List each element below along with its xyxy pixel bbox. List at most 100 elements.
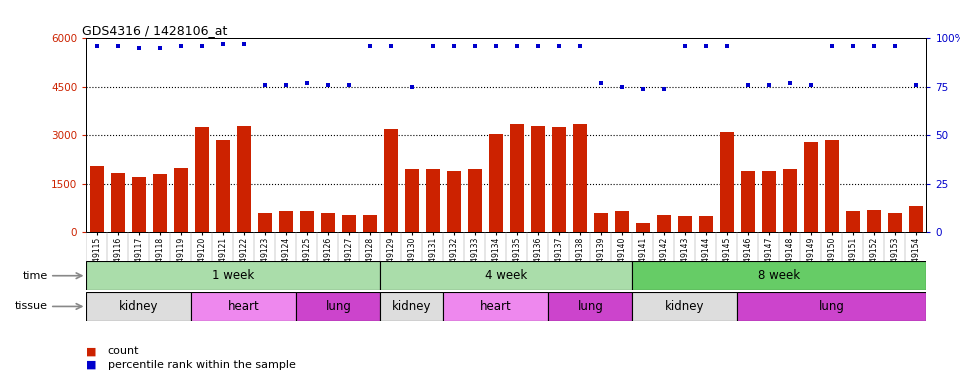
Point [132, 45, 147, 51]
Point [530, 43, 545, 49]
Text: time: time [23, 271, 48, 281]
Bar [908, 207, 924, 232]
Bar [678, 216, 692, 232]
Point [300, 80, 315, 86]
Text: kidney: kidney [119, 300, 158, 313]
Bar [384, 129, 398, 232]
Point [804, 82, 819, 88]
Text: lung: lung [325, 300, 351, 313]
Point [446, 43, 462, 49]
Text: 1 week: 1 week [212, 269, 254, 282]
Bar [720, 132, 734, 232]
Bar [195, 127, 209, 232]
Bar [552, 127, 566, 232]
Bar [425, 169, 441, 232]
Text: kidney: kidney [665, 300, 705, 313]
Point [321, 82, 336, 88]
Point [468, 43, 483, 49]
Text: ■: ■ [86, 346, 97, 356]
Bar [446, 171, 461, 232]
FancyBboxPatch shape [444, 292, 548, 321]
Point [89, 43, 105, 49]
Point [782, 80, 798, 86]
Point [257, 82, 273, 88]
FancyBboxPatch shape [380, 261, 633, 290]
Text: tissue: tissue [15, 301, 48, 311]
Point [278, 82, 294, 88]
Bar [657, 215, 671, 232]
Point [657, 86, 672, 92]
Point [425, 43, 441, 49]
Point [740, 82, 756, 88]
Point [215, 41, 230, 47]
Bar [888, 213, 902, 232]
Bar [278, 211, 293, 232]
Bar [404, 169, 420, 232]
Bar [825, 140, 839, 232]
Bar [699, 216, 713, 232]
Bar [636, 223, 650, 232]
Point [719, 43, 734, 49]
Bar [236, 126, 252, 232]
Bar [257, 213, 273, 232]
Bar [572, 124, 588, 232]
FancyBboxPatch shape [633, 261, 926, 290]
Bar [132, 177, 146, 232]
FancyBboxPatch shape [86, 292, 191, 321]
Text: lung: lung [819, 300, 845, 313]
Bar [761, 171, 777, 232]
Point [908, 82, 924, 88]
Point [341, 82, 356, 88]
Bar [174, 168, 188, 232]
FancyBboxPatch shape [737, 292, 926, 321]
Text: heart: heart [228, 300, 260, 313]
Point [509, 43, 524, 49]
Point [236, 41, 252, 47]
Text: GDS4316 / 1428106_at: GDS4316 / 1428106_at [83, 24, 228, 37]
Point [153, 45, 168, 51]
Bar [510, 124, 524, 232]
Text: ■: ■ [86, 360, 97, 370]
Point [614, 84, 630, 90]
Bar [468, 169, 482, 232]
Text: lung: lung [578, 300, 603, 313]
Bar [363, 215, 377, 232]
Point [489, 43, 504, 49]
Point [173, 43, 188, 49]
Point [551, 43, 566, 49]
Point [404, 84, 420, 90]
Text: percentile rank within the sample: percentile rank within the sample [108, 360, 296, 370]
Text: 4 week: 4 week [485, 269, 528, 282]
Text: heart: heart [480, 300, 512, 313]
Point [887, 43, 902, 49]
Bar [216, 140, 230, 232]
Bar [531, 126, 545, 232]
Text: count: count [108, 346, 139, 356]
Text: kidney: kidney [392, 300, 432, 313]
FancyBboxPatch shape [297, 292, 380, 321]
Bar [593, 213, 609, 232]
Bar [89, 166, 105, 232]
FancyBboxPatch shape [380, 292, 444, 321]
Point [866, 43, 881, 49]
Bar [110, 172, 125, 232]
Point [572, 43, 588, 49]
Point [383, 43, 398, 49]
FancyBboxPatch shape [191, 292, 297, 321]
Text: 8 week: 8 week [758, 269, 801, 282]
FancyBboxPatch shape [86, 261, 380, 290]
Bar [782, 169, 797, 232]
FancyBboxPatch shape [633, 292, 737, 321]
Bar [740, 171, 756, 232]
Bar [614, 211, 629, 232]
Point [825, 43, 840, 49]
Point [761, 82, 777, 88]
Bar [342, 215, 356, 232]
Point [593, 80, 609, 86]
FancyBboxPatch shape [548, 292, 633, 321]
Point [677, 43, 692, 49]
Point [110, 43, 126, 49]
Bar [489, 134, 503, 232]
Point [845, 43, 860, 49]
Bar [846, 211, 860, 232]
